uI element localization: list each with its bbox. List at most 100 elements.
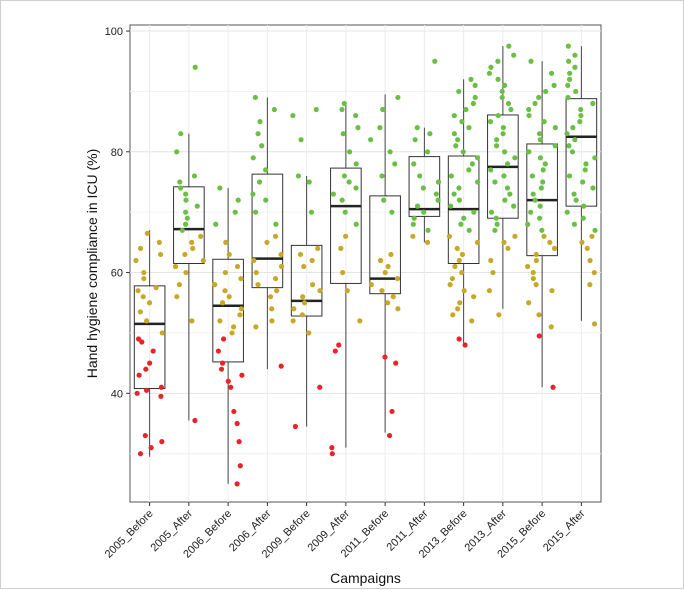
data-point <box>530 191 536 197</box>
data-point <box>353 185 359 191</box>
data-point <box>228 384 234 390</box>
data-point <box>578 112 584 119</box>
data-point <box>565 82 571 88</box>
data-point <box>536 333 542 339</box>
data-point <box>579 239 585 245</box>
data-point <box>570 125 576 131</box>
data-point <box>507 191 513 197</box>
data-point <box>313 106 319 113</box>
data-point <box>411 215 417 221</box>
data-point <box>551 245 558 252</box>
data-point <box>308 209 315 215</box>
y-tick-label: 60 <box>111 268 123 280</box>
data-point <box>389 408 395 415</box>
data-point <box>390 294 396 300</box>
data-point <box>573 88 579 95</box>
data-point <box>377 257 384 264</box>
data-point <box>251 257 257 264</box>
data-point <box>580 179 586 185</box>
data-point <box>459 269 465 276</box>
data-point <box>382 354 388 360</box>
data-point <box>192 417 198 424</box>
data-point <box>291 306 297 312</box>
data-point <box>150 348 156 354</box>
data-point <box>230 324 237 330</box>
data-point <box>566 173 573 179</box>
data-point <box>533 251 539 258</box>
data-point <box>432 58 438 64</box>
data-point <box>590 185 596 191</box>
data-point <box>589 233 595 239</box>
data-point <box>569 149 576 155</box>
data-point <box>487 119 494 125</box>
data-point <box>222 269 228 276</box>
box-iqr <box>369 195 401 295</box>
data-point <box>472 82 478 88</box>
data-point <box>455 137 461 143</box>
data-point <box>565 94 571 101</box>
data-point <box>392 161 398 167</box>
data-point <box>135 336 142 342</box>
data-point <box>234 420 240 427</box>
data-point <box>340 131 346 137</box>
data-point <box>380 106 386 113</box>
data-point <box>571 221 577 227</box>
data-point <box>540 167 546 173</box>
plot-area <box>129 24 602 503</box>
data-point <box>577 119 583 125</box>
data-point <box>183 269 189 276</box>
data-point <box>448 203 454 209</box>
data-point <box>505 245 511 252</box>
data-point <box>488 167 494 173</box>
data-point <box>449 275 455 282</box>
data-point <box>329 451 335 457</box>
data-point <box>424 149 431 155</box>
box-iqr <box>212 258 244 363</box>
data-point <box>133 257 139 264</box>
data-point <box>292 423 299 430</box>
x-tick-label: 2005_Before <box>103 508 156 561</box>
data-point <box>496 312 502 318</box>
data-point <box>454 245 460 252</box>
data-point <box>310 282 316 288</box>
data-point <box>190 245 196 252</box>
data-point <box>218 366 225 372</box>
data-point <box>147 360 153 366</box>
data-point <box>295 173 302 179</box>
data-point <box>460 149 466 155</box>
data-point <box>253 209 259 215</box>
data-point <box>212 282 218 288</box>
data-point <box>526 149 532 155</box>
data-point <box>229 330 235 336</box>
x-tick-label: 2015_After <box>541 507 588 554</box>
data-point <box>217 185 223 191</box>
data-point <box>237 312 243 318</box>
data-point <box>278 263 285 270</box>
data-point <box>474 155 481 161</box>
data-point <box>231 408 237 415</box>
data-point <box>271 106 277 113</box>
box-iqr <box>251 173 284 289</box>
data-point <box>257 119 263 125</box>
data-point <box>551 82 557 88</box>
data-point <box>493 215 499 221</box>
data-point <box>377 125 383 131</box>
data-point <box>549 288 555 294</box>
data-point <box>459 119 465 125</box>
data-point <box>153 285 159 291</box>
data-point <box>379 288 385 294</box>
data-point <box>456 336 462 342</box>
data-point <box>174 149 180 155</box>
data-point <box>330 191 336 197</box>
data-point <box>492 179 498 185</box>
data-point <box>459 251 466 258</box>
data-point <box>134 390 140 396</box>
data-point <box>537 203 543 209</box>
data-point <box>237 463 243 469</box>
data-point <box>495 58 501 64</box>
data-point <box>144 230 150 236</box>
data-point <box>448 173 454 179</box>
data-point <box>385 263 391 270</box>
data-point <box>461 215 467 221</box>
